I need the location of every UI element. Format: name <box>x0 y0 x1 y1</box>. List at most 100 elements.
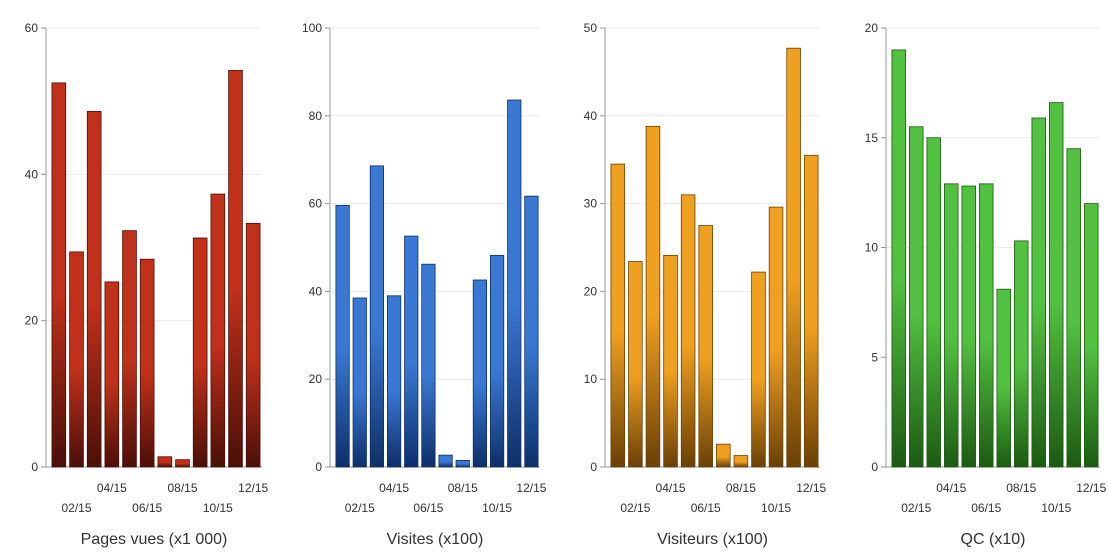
bar <box>86 111 102 468</box>
bar <box>698 225 713 468</box>
bar <box>961 185 976 468</box>
chart-panel-3: 0 10 20 30 40 50 02/15 04/15 06/15 08/15 10/15 12/1… <box>584 21 827 548</box>
bar <box>524 195 539 468</box>
y-tick-label: 5 <box>871 350 878 364</box>
y-tick-label: 20 <box>25 314 39 328</box>
x-tick-label: 06/15 <box>132 501 162 515</box>
bar <box>628 261 643 468</box>
bar <box>507 99 522 468</box>
bar <box>1049 102 1064 468</box>
y-tick-label: 80 <box>309 109 323 123</box>
x-tick-label: 12/15 <box>516 481 546 495</box>
bar <box>944 183 959 468</box>
y-tick-label: 0 <box>590 460 597 474</box>
bar <box>472 279 488 468</box>
bar <box>751 271 766 468</box>
bar <box>51 82 67 468</box>
bar <box>891 49 906 468</box>
bar <box>438 454 453 468</box>
bar <box>157 456 173 468</box>
bar <box>979 183 994 468</box>
x-axis-title: Visiteurs (x100) <box>657 531 768 548</box>
y-tick-label: 20 <box>865 21 879 35</box>
y-tick-label: 40 <box>309 284 323 298</box>
y-tick-label: 50 <box>584 21 598 35</box>
y-tick-label: 15 <box>865 131 879 145</box>
bar <box>122 230 137 468</box>
x-tick-label: 10/15 <box>203 501 233 515</box>
x-tick-label: 12/15 <box>1076 481 1106 495</box>
y-tick-label: 30 <box>584 197 598 211</box>
y-tick-label: 60 <box>309 197 323 211</box>
bar <box>210 193 226 468</box>
y-tick-label: 60 <box>25 21 39 35</box>
y-tick-label: 0 <box>315 460 322 474</box>
x-tick-label: 08/15 <box>167 481 197 495</box>
y-tick-label: 10 <box>584 372 598 386</box>
bar <box>1084 203 1099 468</box>
y-tick-label: 20 <box>309 372 323 386</box>
y-tick-label: 0 <box>31 460 38 474</box>
y-tick-label: 40 <box>25 167 39 181</box>
bar <box>996 288 1011 468</box>
bar <box>192 237 208 468</box>
x-tick-label: 06/15 <box>971 501 1001 515</box>
x-tick-label: 04/15 <box>656 481 686 495</box>
bar <box>104 281 120 468</box>
bar <box>175 459 190 468</box>
bar <box>139 258 155 468</box>
y-tick-label: 100 <box>302 21 322 35</box>
bar <box>786 47 801 468</box>
bar <box>489 255 505 468</box>
x-tick-label: 10/15 <box>1041 501 1071 515</box>
bar <box>909 126 924 468</box>
x-tick-label: 08/15 <box>448 481 478 495</box>
x-tick-label: 06/15 <box>691 501 721 515</box>
bar <box>1031 117 1046 468</box>
x-tick-label: 04/15 <box>379 481 409 495</box>
x-tick-label: 02/15 <box>620 501 650 515</box>
bar <box>386 295 402 468</box>
x-axis-title: QC (x10) <box>961 531 1026 548</box>
x-tick-label: 04/15 <box>97 481 127 495</box>
x-tick-label: 06/15 <box>413 501 443 515</box>
bar <box>716 443 731 468</box>
bar <box>1066 148 1081 468</box>
chart-panel-2: 0 20 40 60 80 100 02/15 04/15 06/15 08/15 10/15 12/… <box>302 21 547 548</box>
bar <box>404 235 419 468</box>
bar <box>352 297 367 468</box>
bar <box>1014 240 1029 468</box>
x-tick-label: 12/15 <box>238 481 268 495</box>
bar <box>335 204 350 468</box>
x-axis-title: Visites (x100) <box>387 531 484 548</box>
bar <box>228 70 243 468</box>
x-tick-label: 02/15 <box>901 501 931 515</box>
y-tick-label: 0 <box>871 460 878 474</box>
bar <box>680 194 696 468</box>
bar <box>733 455 749 468</box>
x-tick-label: 10/15 <box>482 501 512 515</box>
bar <box>663 255 678 468</box>
chart-panel-1: 0 20 40 60 02/15 04/15 06/15 08/15 10/15 12/15 Pag… <box>25 21 269 548</box>
x-tick-label: 08/15 <box>1006 481 1036 495</box>
x-tick-label: 02/15 <box>345 501 375 515</box>
x-tick-label: 08/15 <box>726 481 756 495</box>
x-tick-label: 04/15 <box>936 481 966 495</box>
x-tick-label: 12/15 <box>796 481 826 495</box>
x-tick-label: 02/15 <box>61 501 91 515</box>
bar <box>421 263 436 468</box>
chart-panel-4: 0 5 10 15 20 02/15 04/15 06/15 08/15 10/15 12/15 QC… <box>865 21 1107 548</box>
bar <box>69 251 84 468</box>
bar <box>645 125 661 468</box>
bar <box>455 460 470 468</box>
x-tick-label: 10/15 <box>761 501 791 515</box>
bar <box>245 222 261 468</box>
bar <box>369 165 385 468</box>
bar <box>803 154 819 468</box>
x-axis-title: Pages vues (x1 000) <box>81 531 228 548</box>
bar <box>610 163 626 468</box>
y-tick-label: 10 <box>865 241 879 255</box>
bar <box>768 206 784 468</box>
